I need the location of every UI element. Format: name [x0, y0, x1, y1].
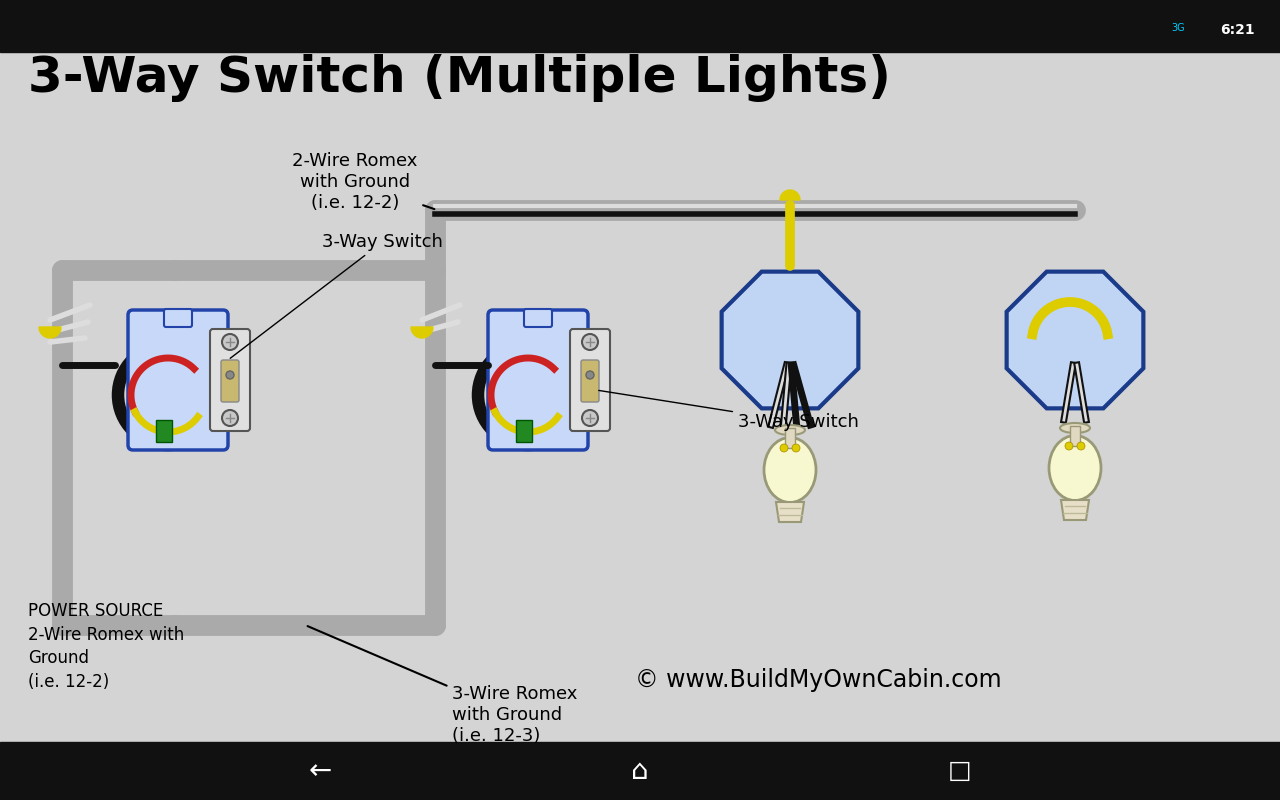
Ellipse shape [774, 425, 805, 435]
Text: 6:21: 6:21 [1220, 23, 1254, 37]
Bar [1070, 426, 1080, 446]
FancyBboxPatch shape [128, 310, 228, 450]
FancyBboxPatch shape [221, 360, 239, 402]
Circle shape [780, 444, 788, 452]
Text: 3-Wire Romex
with Ground
(i.e. 12-3): 3-Wire Romex with Ground (i.e. 12-3) [307, 626, 577, 745]
Text: 3-Way Switch (Multiple Lights): 3-Way Switch (Multiple Lights) [28, 54, 891, 102]
FancyBboxPatch shape [488, 310, 588, 450]
Text: 3G: 3G [1171, 23, 1185, 33]
Circle shape [582, 410, 598, 426]
Polygon shape [722, 272, 859, 408]
Polygon shape [1006, 272, 1143, 408]
Bar [0, 52, 1280, 742]
Circle shape [582, 334, 598, 350]
Bar [516, 420, 532, 442]
Circle shape [586, 371, 594, 379]
Text: ←: ← [308, 757, 332, 785]
FancyBboxPatch shape [581, 360, 599, 402]
Circle shape [221, 334, 238, 350]
Bar [0, 742, 1280, 800]
Text: 2-Wire Romex
with Ground
(i.e. 12-2): 2-Wire Romex with Ground (i.e. 12-2) [292, 152, 434, 212]
FancyBboxPatch shape [164, 309, 192, 327]
Circle shape [227, 371, 234, 379]
Bar [785, 428, 795, 448]
Circle shape [792, 444, 800, 452]
Ellipse shape [764, 438, 817, 502]
Ellipse shape [1050, 435, 1101, 501]
Text: POWER SOURCE
2-Wire Romex with
Ground
(i.e. 12-2): POWER SOURCE 2-Wire Romex with Ground (i… [28, 602, 184, 690]
Ellipse shape [1060, 423, 1091, 433]
Circle shape [1065, 442, 1073, 450]
FancyBboxPatch shape [210, 329, 250, 431]
Bar [0, 0, 1280, 52]
Circle shape [1076, 442, 1085, 450]
FancyBboxPatch shape [524, 309, 552, 327]
Circle shape [221, 410, 238, 426]
Wedge shape [411, 327, 433, 338]
Text: ⌂: ⌂ [631, 757, 649, 785]
Polygon shape [1061, 500, 1089, 520]
Bar [156, 420, 172, 442]
Text: 3-Way Switch: 3-Way Switch [599, 390, 859, 431]
Wedge shape [780, 190, 800, 200]
Polygon shape [776, 502, 804, 522]
Text: 3-Way Switch: 3-Way Switch [230, 233, 443, 358]
FancyBboxPatch shape [570, 329, 611, 431]
Wedge shape [38, 327, 61, 338]
Text: © www.BuildMyOwnCabin.com: © www.BuildMyOwnCabin.com [635, 668, 1002, 692]
Text: □: □ [948, 759, 972, 783]
